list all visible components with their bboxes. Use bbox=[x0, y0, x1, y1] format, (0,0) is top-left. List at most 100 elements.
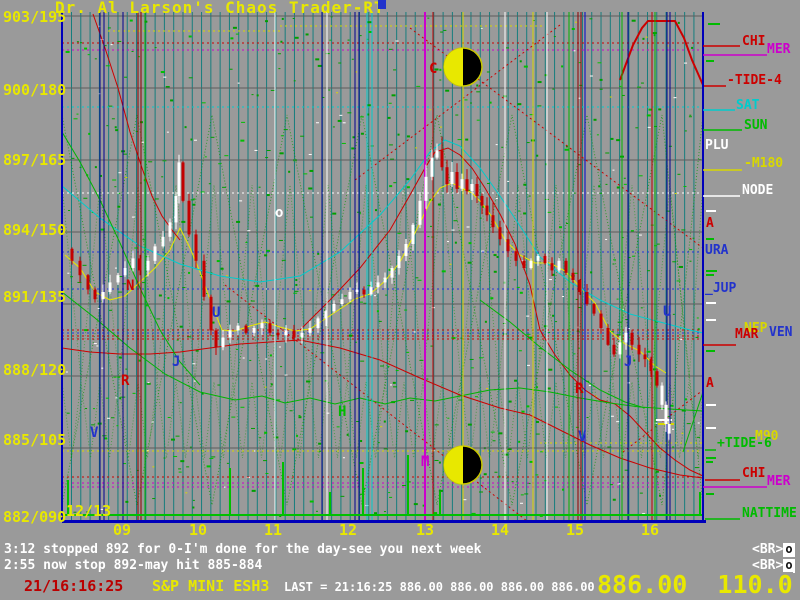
speckle bbox=[138, 359, 141, 362]
speckle bbox=[566, 222, 569, 224]
speckle bbox=[264, 254, 268, 257]
cycle-zigzag bbox=[61, 114, 704, 506]
speckle bbox=[105, 65, 110, 67]
x-axis-label: 14 bbox=[491, 521, 510, 539]
speckle bbox=[495, 144, 498, 146]
speckle bbox=[447, 417, 450, 419]
speckle bbox=[519, 502, 523, 504]
speckle bbox=[518, 440, 521, 443]
speckle bbox=[561, 296, 564, 298]
cycle-letter-U: U bbox=[212, 305, 221, 321]
speckle bbox=[627, 257, 631, 259]
speckle bbox=[279, 515, 282, 518]
speckle bbox=[471, 512, 476, 515]
speckle bbox=[276, 399, 281, 401]
candle-body bbox=[667, 424, 671, 434]
speckle bbox=[676, 280, 681, 282]
speckle bbox=[453, 220, 458, 222]
candle-body bbox=[536, 256, 540, 261]
candle-body bbox=[332, 304, 336, 312]
speckle bbox=[589, 18, 593, 20]
speckle bbox=[331, 294, 336, 296]
speckle bbox=[195, 349, 199, 352]
speckle bbox=[129, 19, 133, 22]
speckle bbox=[449, 263, 452, 265]
candle-body bbox=[228, 330, 232, 338]
speckle bbox=[348, 334, 353, 337]
cycle-letter-V: V bbox=[90, 425, 99, 441]
speckle bbox=[437, 203, 441, 206]
x-axis-label: 12 bbox=[339, 521, 358, 539]
overlay-curve bbox=[61, 131, 201, 386]
speckle bbox=[638, 234, 642, 236]
legend-label-tide6: +TIDE-6 bbox=[717, 436, 772, 451]
speckle bbox=[322, 96, 325, 98]
speckle bbox=[170, 99, 174, 102]
speckle bbox=[599, 78, 603, 81]
speckle bbox=[289, 410, 293, 412]
speckle bbox=[340, 495, 345, 497]
speckle bbox=[616, 421, 620, 423]
speckle bbox=[648, 108, 652, 111]
speckle bbox=[537, 81, 542, 84]
speckle bbox=[454, 241, 457, 244]
speckle bbox=[434, 68, 439, 71]
speckle bbox=[555, 406, 559, 408]
speckle bbox=[146, 449, 149, 451]
speckle bbox=[417, 279, 422, 281]
speckle bbox=[605, 238, 608, 240]
speckle bbox=[439, 79, 442, 81]
speckle bbox=[173, 455, 178, 457]
candle-body bbox=[411, 224, 415, 244]
speckle bbox=[229, 68, 233, 70]
page-title: Dr. Al Larson's Chaos Trader-RT bbox=[55, 0, 385, 17]
speckle bbox=[206, 293, 209, 295]
speckle bbox=[107, 27, 111, 29]
speckle bbox=[479, 491, 484, 493]
speckle bbox=[193, 198, 196, 200]
speckle bbox=[309, 169, 314, 172]
speckle bbox=[616, 139, 621, 142]
speckle bbox=[118, 172, 122, 174]
speckle bbox=[144, 20, 148, 23]
speckle bbox=[573, 192, 576, 194]
candle-body bbox=[93, 289, 97, 300]
speckle bbox=[108, 105, 113, 107]
speckle bbox=[609, 331, 614, 333]
y-axis-label: 885/105 bbox=[3, 431, 67, 449]
speckle bbox=[135, 130, 138, 132]
speckle bbox=[413, 331, 416, 333]
speckle bbox=[469, 102, 472, 104]
speckle bbox=[574, 21, 577, 23]
speckle bbox=[630, 230, 634, 233]
speckle bbox=[298, 416, 302, 419]
speckle bbox=[79, 166, 82, 168]
candle-body bbox=[592, 304, 596, 314]
speckle bbox=[124, 76, 128, 78]
speckle bbox=[86, 511, 90, 513]
speckle bbox=[681, 229, 686, 231]
speckle bbox=[367, 284, 372, 286]
speckle bbox=[652, 368, 656, 371]
speckle bbox=[269, 354, 272, 357]
legend-label-m90: M90 bbox=[755, 429, 779, 444]
candle-body bbox=[435, 150, 439, 158]
speckle bbox=[489, 101, 492, 104]
speckle bbox=[240, 139, 245, 142]
speckle bbox=[115, 129, 119, 132]
speckle bbox=[388, 492, 391, 494]
legend-label-a: A bbox=[706, 216, 714, 231]
speckle bbox=[200, 191, 205, 193]
speckle bbox=[298, 414, 301, 416]
speckle bbox=[303, 173, 308, 175]
speckle bbox=[160, 71, 165, 74]
speckle bbox=[100, 508, 104, 510]
speckle bbox=[360, 440, 363, 443]
speckle bbox=[66, 412, 70, 414]
speckle bbox=[178, 468, 182, 470]
candle-body bbox=[284, 330, 288, 336]
speckle bbox=[158, 294, 162, 297]
speckle bbox=[683, 185, 687, 187]
speckle bbox=[309, 500, 314, 503]
speckle bbox=[76, 41, 79, 43]
